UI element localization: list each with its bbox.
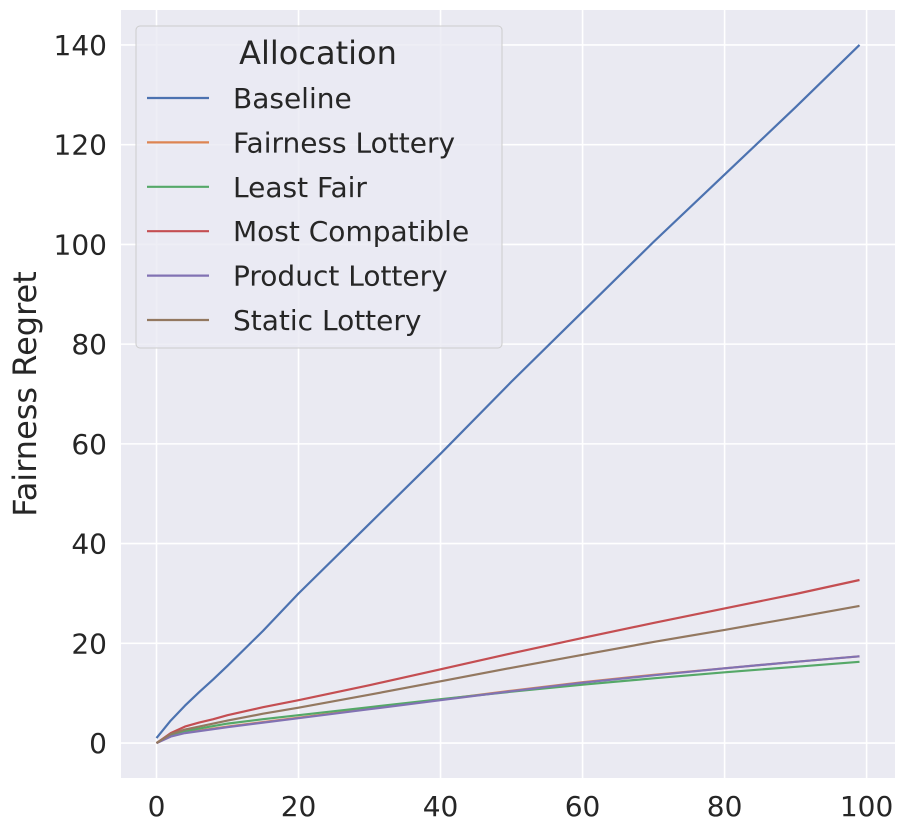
y-tick-label: 100 (54, 228, 107, 261)
legend-label: Baseline (233, 82, 352, 115)
y-axis-label: Fairness Regret (6, 271, 44, 517)
series-lines (155, 44, 861, 745)
series-line-static-lottery (155, 604, 860, 745)
x-tick-label: 0 (148, 790, 166, 823)
y-axis-ticks: 0 20 40 60 80 100 120 140 (54, 29, 107, 760)
legend-label: Least Fair (233, 171, 367, 204)
legend-label: Fairness Lottery (233, 126, 455, 159)
series-line-baseline (155, 44, 861, 739)
legend: Allocation Baseline Fairness Lottery Least… (135, 25, 503, 349)
x-tick-label: 40 (423, 790, 459, 823)
legend-box (135, 25, 503, 349)
series-line-product-lottery (156, 655, 860, 745)
legend-label: Static Lottery (233, 304, 421, 337)
series-line-least-fair (155, 660, 860, 745)
y-tick-label: 0 (89, 727, 107, 760)
y-tick-label: 140 (54, 29, 107, 62)
series-line-most-compatible (155, 578, 860, 744)
legend-label: Most Compatible (233, 215, 469, 248)
y-tick-label: 40 (71, 528, 107, 561)
y-tick-label: 120 (54, 129, 107, 162)
y-tick-label: 80 (71, 328, 107, 361)
x-axis-ticks: 0 20 40 60 80 100 (148, 790, 894, 823)
y-tick-label: 20 (71, 627, 107, 660)
legend-items: Baseline Fairness Lottery Least Fair Most C… (147, 82, 469, 337)
x-tick-label: 20 (281, 790, 317, 823)
legend-label: Product Lottery (233, 260, 448, 293)
legend-title: Allocation (239, 34, 397, 72)
x-tick-label: 60 (565, 790, 601, 823)
y-tick-label: 60 (71, 428, 107, 461)
x-tick-label: 100 (840, 790, 893, 823)
x-tick-label: 80 (707, 790, 743, 823)
